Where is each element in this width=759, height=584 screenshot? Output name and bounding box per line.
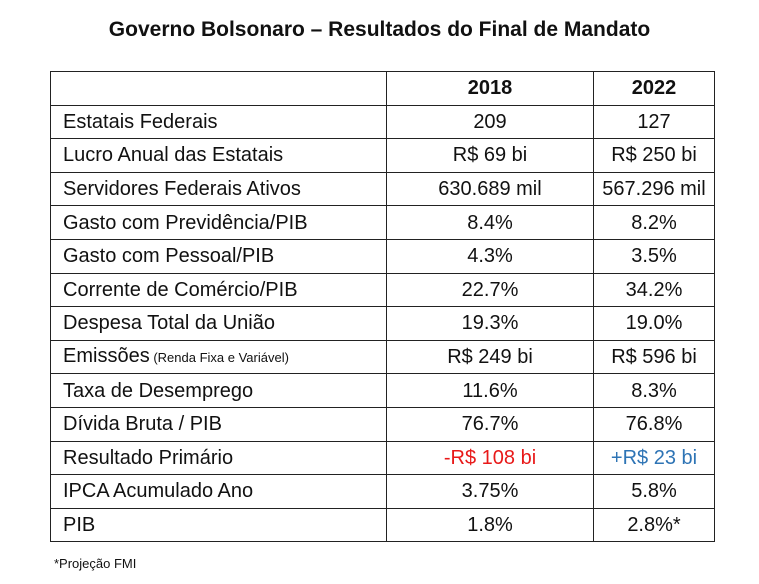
value-2018: 76.7% <box>386 406 594 442</box>
value-2018: 8.4% <box>386 205 594 240</box>
value-2022: 76.8% <box>593 406 715 442</box>
row-label: Dívida Bruta / PIB <box>50 406 387 442</box>
row-label-text: IPCA Acumulado Ano <box>63 480 254 503</box>
row-label-text: Taxa de Desemprego <box>63 379 254 402</box>
value-2022: 34.2% <box>593 272 715 308</box>
value-2018: R$ 69 bi <box>386 138 594 173</box>
value-2018: 3.75% <box>386 474 594 509</box>
table-row: Corrente de Comércio/PIB 22.7% 34.2% <box>50 272 715 308</box>
value-2018: -R$ 108 bi <box>386 440 594 476</box>
value-2022: R$ 596 bi <box>593 339 715 375</box>
footnote: *Projeção FMI <box>54 556 137 571</box>
row-label: Despesa Total da União <box>50 306 387 341</box>
value-2018: R$ 249 bi <box>386 339 594 375</box>
value-2018: 4.3% <box>386 238 594 274</box>
value-2022: 567.296 mil <box>593 171 715 207</box>
header-2018: 2018 <box>386 71 594 106</box>
table-row: Dívida Bruta / PIB 76.7% 76.8% <box>50 406 715 442</box>
value-2022: 2.8%* <box>593 507 715 543</box>
value-2022: 3.5% <box>593 238 715 274</box>
row-label-text: PIB <box>63 514 96 537</box>
row-label-text: Corrente de Comércio/PIB <box>63 278 298 301</box>
page-title: Governo Bolsonaro – Resultados do Final … <box>108 18 651 41</box>
table-row: PIB 1.8% 2.8%* <box>50 507 715 543</box>
row-label-text: Gasto com Previdência/PIB <box>63 211 308 234</box>
row-label: Gasto com Previdência/PIB <box>50 205 387 240</box>
row-label: IPCA Acumulado Ano <box>50 474 387 509</box>
row-label-text: Despesa Total da União <box>63 312 275 335</box>
header-row: 2018 2022 <box>50 71 715 106</box>
value-2022: 8.2% <box>593 205 715 240</box>
table-row: Taxa de Desemprego 11.6% 8.3% <box>50 373 715 408</box>
value-2022: 19.0% <box>593 306 715 341</box>
table-row: Lucro Anual das Estatais R$ 69 bi R$ 250 b… <box>50 138 715 173</box>
value-2022: R$ 250 bi <box>593 138 715 173</box>
row-label: Estatais Federais <box>50 104 387 140</box>
row-label: Lucro Anual das Estatais <box>50 138 387 173</box>
row-label: PIB <box>50 507 387 543</box>
table-row: Gasto com Pessoal/PIB 4.3% 3.5% <box>50 238 715 274</box>
row-label: Servidores Federais Ativos <box>50 171 387 207</box>
row-label-text: Estatais Federais <box>63 110 218 133</box>
row-label: Corrente de Comércio/PIB <box>50 272 387 308</box>
header-empty <box>50 71 387 106</box>
value-2018: 1.8% <box>386 507 594 543</box>
row-label-text: Dívida Bruta / PIB <box>63 413 222 436</box>
row-label-text: Gasto com Pessoal/PIB <box>63 245 275 268</box>
value-2018: 11.6% <box>386 373 594 408</box>
value-2018: 630.689 mil <box>386 171 594 207</box>
value-2018: 19.3% <box>386 306 594 341</box>
table-row: Servidores Federais Ativos 630.689 mil 567… <box>50 171 715 207</box>
table-row: Despesa Total da União 19.3% 19.0% <box>50 306 715 341</box>
table-row: Gasto com Previdência/PIB 8.4% 8.2% <box>50 205 715 240</box>
value-2022: 8.3% <box>593 373 715 408</box>
value-2022: +R$ 23 bi <box>593 440 715 476</box>
row-label-text: Servidores Federais Ativos <box>63 178 301 201</box>
results-table: 2018 2022 Estatais Federais 209 127 Lucro A… <box>50 71 715 543</box>
value-2022: 5.8% <box>593 474 715 509</box>
value-2022: 127 <box>593 104 715 140</box>
value-2018: 209 <box>386 104 594 140</box>
value-2018: 22.7% <box>386 272 594 308</box>
row-label: Taxa de Desemprego <box>50 373 387 408</box>
table-row: Emissões (Renda Fixa e Variável) R$ 249 b… <box>50 339 715 375</box>
table-row: IPCA Acumulado Ano 3.75% 5.8% <box>50 474 715 509</box>
row-label-text: Lucro Anual das Estatais <box>63 144 284 167</box>
row-label-text: Emissões <box>63 345 150 368</box>
row-label: Gasto com Pessoal/PIB <box>50 238 387 274</box>
table-row: Resultado Primário -R$ 108 bi +R$ 23 bi <box>50 440 715 476</box>
header-2022: 2022 <box>593 71 715 106</box>
table-row: Estatais Federais 209 127 <box>50 104 715 140</box>
row-label: Resultado Primário <box>50 440 387 476</box>
row-label: Emissões (Renda Fixa e Variável) <box>50 339 387 375</box>
row-label-text: Resultado Primário <box>63 446 234 469</box>
row-note: (Renda Fixa e Variável) <box>149 350 289 366</box>
